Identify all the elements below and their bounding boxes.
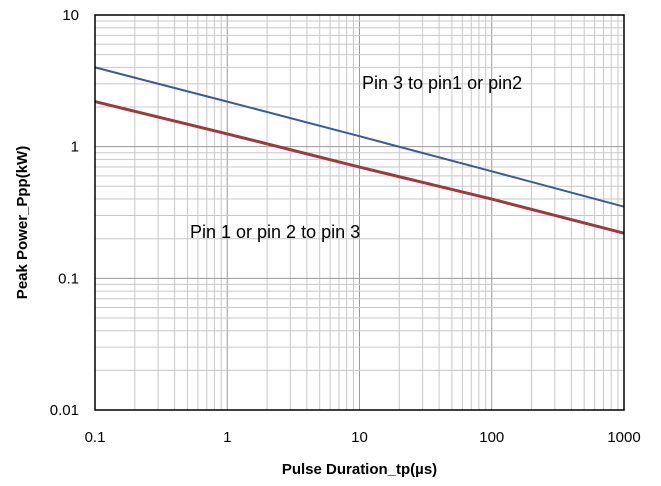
- x-tick-labels: 0.1 1 10 100 1000: [85, 429, 641, 446]
- series-line-0: [94, 66, 625, 208]
- y-tick-label: 1: [71, 139, 79, 156]
- x-tick-label: 100: [479, 429, 504, 446]
- grid: [94, 15, 624, 411]
- x-tick-label: 10: [351, 429, 368, 446]
- series-label-pin1-or-pin2-to-pin3: Pin 1 or pin 2 to pin 3: [190, 222, 360, 242]
- y-axis-label: Peak Power_Ppp(kW): [14, 146, 31, 299]
- y-tick-label: 0.1: [58, 270, 79, 287]
- series-lines: [94, 66, 625, 235]
- y-tick-labels: 0.01 0.1 1 10: [50, 7, 79, 419]
- series-label-pin3-to-pin1-or-pin2: Pin 3 to pin1 or pin2: [362, 73, 522, 93]
- x-tick-label: 0.1: [85, 429, 106, 446]
- x-axis-label: Pulse Duration_tp(µs): [282, 461, 437, 478]
- x-tick-label: 1: [223, 429, 231, 446]
- y-tick-label: 0.01: [50, 402, 79, 419]
- y-tick-label: 10: [62, 7, 79, 24]
- series-line-1: [94, 100, 625, 235]
- x-tick-label: 1000: [607, 429, 640, 446]
- plot-frame: [94, 14, 625, 411]
